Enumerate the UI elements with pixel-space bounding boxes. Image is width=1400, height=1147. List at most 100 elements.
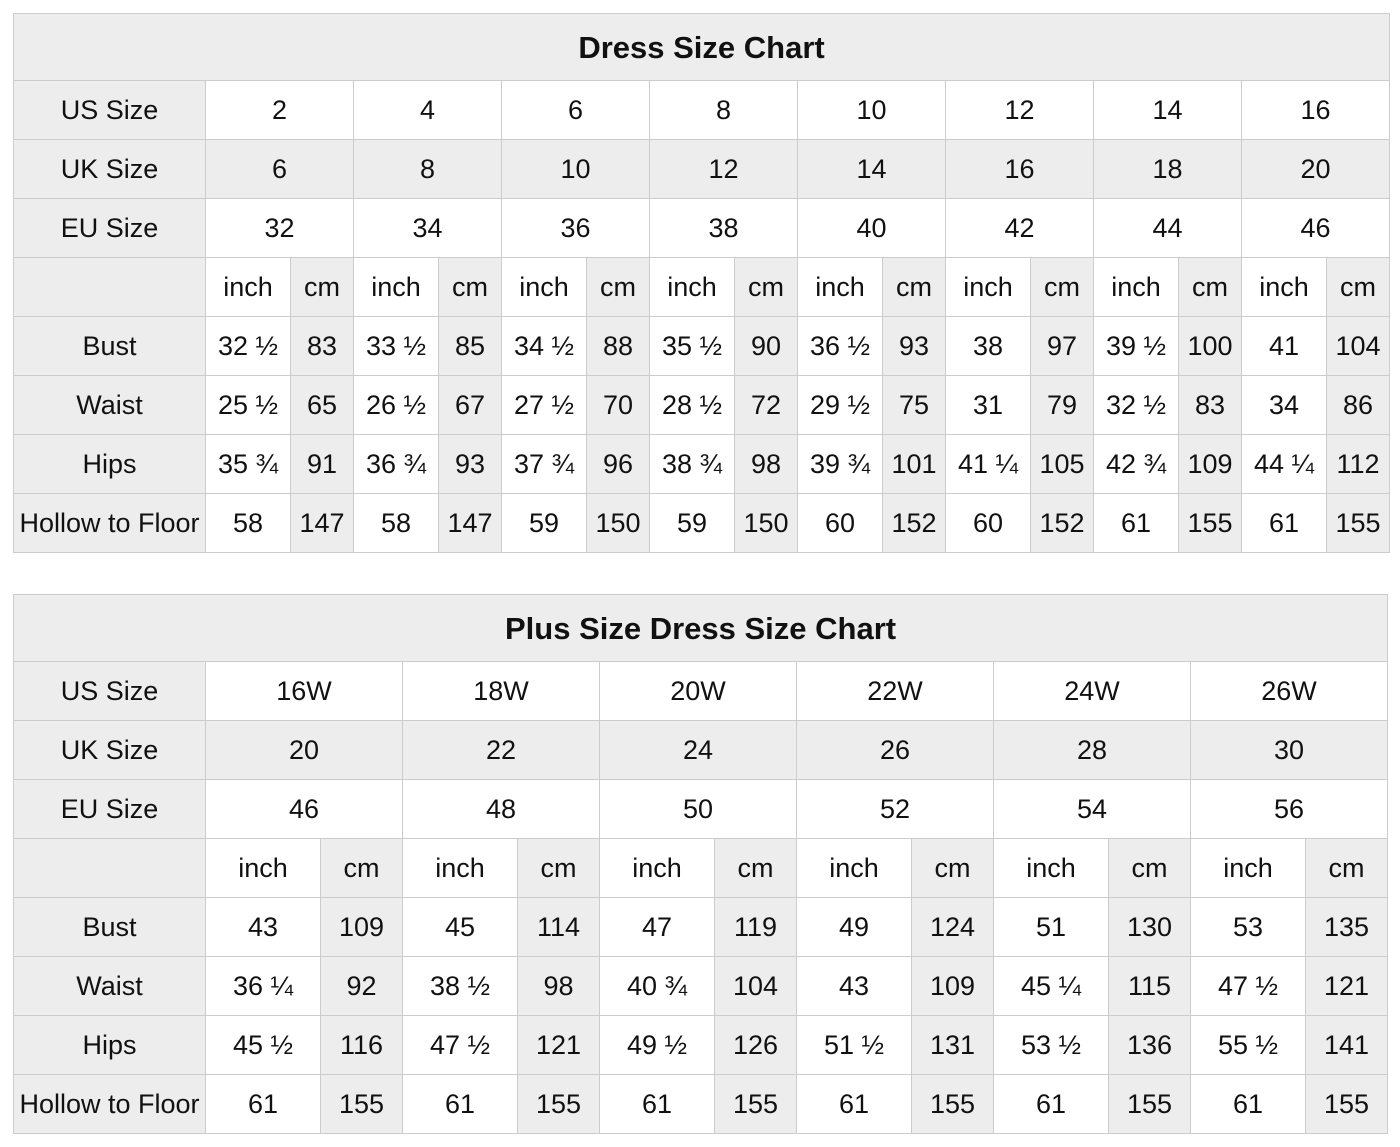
measure-row-hollow-to-floor: Hollow to Floor 58 147 58 147 59 150 59 150 60 152… <box>13 493 1391 553</box>
measure-inch-cell: 59 <box>649 493 735 553</box>
unit-cm-cell: cm <box>1030 257 1094 317</box>
measure-cm-cell: 147 <box>438 493 502 553</box>
unit-cm-cell: cm <box>438 257 502 317</box>
measure-inch-cell: 34 ½ <box>501 316 587 376</box>
size-value-cell: 46 <box>1240 198 1391 258</box>
size-value-cell: 52 <box>796 779 994 839</box>
size-value-cell: 34 <box>353 198 502 258</box>
unit-header-row: inch cm inch cm inch cm inch cm inch cm inch cm <box>13 838 1389 898</box>
measure-row-bust: Bust 32 ½ 83 33 ½ 85 34 ½ 88 35 ½ 90 36 ½ 93 38 97 39… <box>13 316 1391 376</box>
unit-cm-cell: cm <box>320 838 403 898</box>
measure-cm-cell: 96 <box>586 434 650 494</box>
measure-cm-cell: 119 <box>714 897 797 957</box>
unit-cm-cell: cm <box>911 838 994 898</box>
measure-inch-cell: 61 <box>993 1074 1109 1134</box>
measure-inch-cell: 41 <box>1241 316 1327 376</box>
measure-inch-cell: 49 ½ <box>599 1015 715 1075</box>
measure-cm-cell: 104 <box>1325 316 1391 376</box>
measure-inch-cell: 44 ¼ <box>1241 434 1327 494</box>
measure-cm-cell: 155 <box>1304 1074 1389 1134</box>
measure-cm-cell: 155 <box>320 1074 403 1134</box>
size-value-cell: 20W <box>599 661 797 721</box>
measure-inch-cell: 61 <box>1190 1074 1306 1134</box>
size-value-cell: 2 <box>205 80 354 140</box>
unit-row-empty-label <box>13 838 206 898</box>
row-label-uk-size: UK Size <box>13 720 206 780</box>
unit-cm-cell: cm <box>1304 838 1389 898</box>
measure-inch-cell: 47 <box>599 897 715 957</box>
size-value-cell: 54 <box>993 779 1191 839</box>
size-value-cell: 22W <box>796 661 994 721</box>
unit-inch-cell: inch <box>797 257 883 317</box>
size-value-cell: 6 <box>501 80 650 140</box>
measure-inch-cell: 42 ¾ <box>1093 434 1179 494</box>
measure-cm-cell: 124 <box>911 897 994 957</box>
row-label-bust: Bust <box>13 897 206 957</box>
measure-inch-cell: 45 <box>402 897 518 957</box>
measure-cm-cell: 155 <box>1178 493 1242 553</box>
measure-cm-cell: 150 <box>734 493 798 553</box>
measure-cm-cell: 97 <box>1030 316 1094 376</box>
measure-inch-cell: 60 <box>797 493 883 553</box>
row-label-waist: Waist <box>13 956 206 1016</box>
unit-cm-cell: cm <box>517 838 600 898</box>
unit-cm-cell: cm <box>734 257 798 317</box>
size-row-uk-size: UK Size 6 8 10 12 14 16 18 20 <box>13 139 1391 199</box>
measure-cm-cell: 88 <box>586 316 650 376</box>
measure-inch-cell: 55 ½ <box>1190 1015 1306 1075</box>
measure-cm-cell: 121 <box>1304 956 1389 1016</box>
size-value-cell: 20 <box>205 720 403 780</box>
size-value-cell: 18 <box>1093 139 1242 199</box>
measure-inch-cell: 33 ½ <box>353 316 439 376</box>
measure-cm-cell: 75 <box>882 375 946 435</box>
measure-cm-cell: 85 <box>438 316 502 376</box>
measure-inch-cell: 28 ½ <box>649 375 735 435</box>
chart-title-row: Plus Size Dress Size Chart <box>12 594 1389 662</box>
row-label-uk-size: UK Size <box>13 139 206 199</box>
row-label-us-size: US Size <box>13 80 206 140</box>
measure-inch-cell: 34 <box>1241 375 1327 435</box>
measure-inch-cell: 60 <box>945 493 1031 553</box>
size-value-cell: 14 <box>1093 80 1242 140</box>
row-label-eu-size: EU Size <box>13 198 206 258</box>
size-value-cell: 46 <box>205 779 403 839</box>
measure-cm-cell: 114 <box>517 897 600 957</box>
row-label-waist: Waist <box>13 375 206 435</box>
row-label-eu-size: EU Size <box>13 779 206 839</box>
measure-cm-cell: 112 <box>1325 434 1391 494</box>
size-value-cell: 38 <box>649 198 798 258</box>
measure-cm-cell: 100 <box>1178 316 1242 376</box>
measure-inch-cell: 26 ½ <box>353 375 439 435</box>
measure-cm-cell: 155 <box>1325 493 1391 553</box>
measure-inch-cell: 39 ¾ <box>797 434 883 494</box>
measure-inch-cell: 47 ½ <box>1190 956 1306 1016</box>
measure-cm-cell: 152 <box>882 493 946 553</box>
measure-row-waist: Waist 36 ¼ 92 38 ½ 98 40 ¾ 104 43 109 45 ¼ 115 47 ½… <box>13 956 1389 1016</box>
measure-cm-cell: 65 <box>290 375 354 435</box>
size-row-eu-size: EU Size 46 48 50 52 54 56 <box>13 779 1389 839</box>
measure-cm-cell: 147 <box>290 493 354 553</box>
measure-cm-cell: 91 <box>290 434 354 494</box>
measure-inch-cell: 35 ¾ <box>205 434 291 494</box>
unit-inch-cell: inch <box>402 838 518 898</box>
measure-cm-cell: 131 <box>911 1015 994 1075</box>
measure-cm-cell: 109 <box>320 897 403 957</box>
measure-inch-cell: 49 <box>796 897 912 957</box>
size-value-cell: 32 <box>205 198 354 258</box>
size-value-cell: 24W <box>993 661 1191 721</box>
measure-row-waist: Waist 25 ½ 65 26 ½ 67 27 ½ 70 28 ½ 72 29 ½ 75 31 79 3… <box>13 375 1391 435</box>
size-value-cell: 44 <box>1093 198 1242 258</box>
measure-cm-cell: 92 <box>320 956 403 1016</box>
measure-inch-cell: 61 <box>402 1074 518 1134</box>
measure-inch-cell: 35 ½ <box>649 316 735 376</box>
measure-inch-cell: 58 <box>205 493 291 553</box>
size-value-cell: 48 <box>402 779 600 839</box>
unit-inch-cell: inch <box>945 257 1031 317</box>
size-value-cell: 30 <box>1189 720 1389 780</box>
size-charts-container: Dress Size Chart US Size 2 4 6 8 10 12 14 16 UK Si… <box>12 13 1391 1134</box>
unit-inch-cell: inch <box>796 838 912 898</box>
plus-size-dress-size-chart-table: Plus Size Dress Size Chart US Size 16W 18W 2… <box>12 594 1389 1134</box>
size-value-cell: 24 <box>599 720 797 780</box>
measure-cm-cell: 98 <box>734 434 798 494</box>
size-value-cell: 26W <box>1189 661 1389 721</box>
